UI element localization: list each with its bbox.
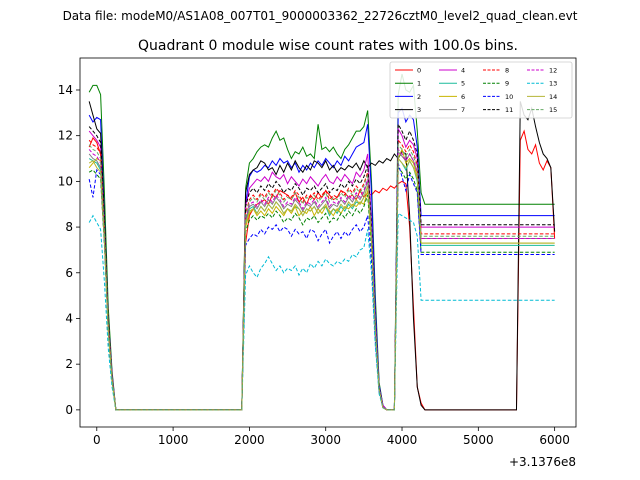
x-tick-label: 6000 — [539, 433, 570, 447]
series-line-2 — [88, 107, 555, 411]
series-line-14 — [88, 157, 555, 411]
legend-entry-label: 1 — [417, 80, 421, 88]
legend-box — [389, 61, 573, 119]
axes-frame — [79, 57, 577, 428]
series-line-9 — [88, 166, 555, 411]
series-layer — [88, 73, 556, 411]
y-tick-label: 10 — [58, 174, 73, 188]
series-line-3 — [88, 101, 556, 411]
x-offset-label: +3.1376e8 — [509, 455, 576, 469]
legend-entry-label: 13 — [549, 80, 557, 88]
x-tick-label: 0 — [93, 433, 101, 447]
series-line-11 — [88, 122, 555, 411]
legend-entry-label: 15 — [549, 106, 557, 114]
x-tick-label: 2000 — [234, 433, 265, 447]
series-line-0 — [88, 129, 556, 411]
y-tick-label: 2 — [65, 357, 73, 371]
series-line-5 — [88, 157, 555, 411]
legend-entry-label: 5 — [461, 80, 465, 88]
x-tick-label: 3000 — [310, 433, 341, 447]
y-tick-label: 14 — [58, 83, 73, 97]
x-tick-label: 4000 — [387, 433, 418, 447]
legend-entry-label: 6 — [461, 93, 465, 101]
legend-entry-label: 9 — [505, 80, 509, 88]
series-line-12 — [88, 148, 555, 411]
series-line-1 — [88, 73, 555, 411]
legend-entry-label: 8 — [505, 67, 509, 75]
x-tick-label: 5000 — [463, 433, 494, 447]
legend-entry-label: 4 — [461, 67, 465, 75]
y-tick-label: 4 — [65, 311, 73, 325]
legend-entry-label: 2 — [417, 93, 421, 101]
legend-entry-label: 12 — [549, 67, 557, 75]
y-tick-label: 0 — [65, 403, 73, 417]
y-tick-label: 8 — [65, 220, 73, 234]
series-line-8 — [88, 138, 555, 411]
legend-entry-label: 11 — [505, 106, 513, 114]
series-line-10 — [88, 162, 555, 411]
series-line-7 — [88, 150, 555, 411]
legend-entry-label: 10 — [505, 93, 513, 101]
y-tick-label: 12 — [58, 129, 73, 143]
legend-entry-label: 0 — [417, 67, 421, 75]
legend-entry-label: 3 — [417, 106, 421, 114]
legend-entry-label: 14 — [549, 93, 557, 101]
y-tick-label: 6 — [65, 266, 73, 280]
figure-suptitle: Data file: modeM0/AS1A08_007T01_90000033… — [63, 9, 578, 23]
series-line-15 — [88, 143, 555, 411]
legend-entry-label: 7 — [461, 106, 465, 114]
chart-title: Quadrant 0 module wise count rates with … — [138, 38, 518, 54]
x-tick-label: 1000 — [158, 433, 189, 447]
series-line-13 — [88, 212, 555, 411]
series-line-4 — [88, 126, 555, 411]
